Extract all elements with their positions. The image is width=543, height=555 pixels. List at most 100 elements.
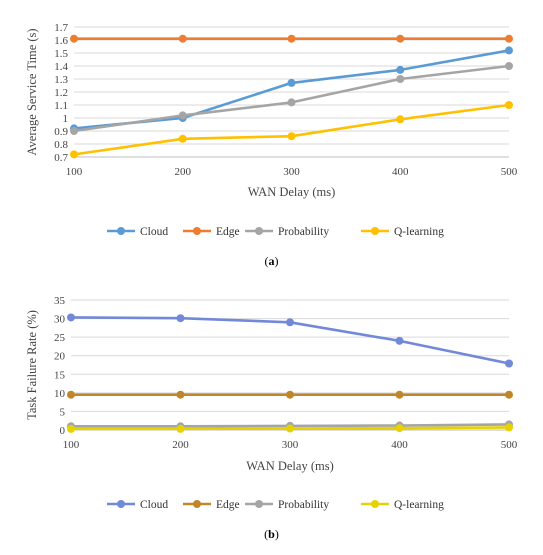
legend-marker <box>117 227 125 235</box>
data-point-q-learning <box>286 424 294 433</box>
x-tick-label: 500 <box>501 439 518 451</box>
x-axis-title: WAN Delay (ms) <box>248 185 335 199</box>
legend-marker <box>255 227 263 235</box>
chart-b: 0 5 10 15 20 25 30 35 100 200 300 400 500 WAN Delay (… <box>25 295 518 541</box>
data-point-cloud <box>396 65 405 74</box>
x-tick-label: 200 <box>175 166 192 178</box>
y-tick-label: 35 <box>54 295 66 307</box>
x-axis-title: WAN Delay (ms) <box>246 459 333 473</box>
data-point-q-learning <box>287 132 296 141</box>
data-point-q-learning <box>178 134 187 143</box>
data-point-q-learning <box>395 424 404 433</box>
caption-close: ) <box>275 254 279 268</box>
legend-marker <box>117 500 125 508</box>
y-tick-label: 1.3 <box>54 74 68 86</box>
data-point-cloud <box>287 78 296 87</box>
legend-marker <box>193 227 201 235</box>
x-tick-label: 400 <box>391 439 408 451</box>
data-point-probability <box>287 98 296 107</box>
series-line-cloud <box>73 49 510 130</box>
data-point-edge <box>505 390 513 399</box>
y-tick-label: 1.7 <box>54 22 68 34</box>
legend-item-probability: Probability <box>245 226 329 238</box>
x-tick-label: 100 <box>66 166 83 178</box>
y-tick-label: 30 <box>54 314 66 326</box>
y-tick-label: 15 <box>54 369 66 381</box>
y-axis-title: Task Failure Rate (%) <box>25 310 39 420</box>
data-point-q-learning <box>396 115 405 124</box>
caption-letter: a <box>269 254 275 268</box>
figure-caption: (a) <box>265 254 279 268</box>
y-tick-label: 10 <box>54 388 66 400</box>
legend-label: Cloud <box>140 499 168 511</box>
y-tick-label: 5 <box>60 406 66 418</box>
data-point-q-learning <box>176 424 185 433</box>
x-tick-label: 100 <box>63 439 80 451</box>
y-tick-label: 0.7 <box>54 152 68 164</box>
chart-a: 0.70.80.911.11.21.31.41.51.61.7 100 200 300… <box>25 22 518 268</box>
y-tick-label: 1.6 <box>54 35 68 47</box>
y-tick-label: 1.2 <box>54 87 68 99</box>
legend-item-q-learning: Q-learning <box>361 226 444 238</box>
data-point-cloud <box>505 359 513 368</box>
data-point-edge <box>505 34 513 43</box>
legend-item-edge: Edge <box>183 226 240 238</box>
y-tick-label: 0.8 <box>54 139 68 151</box>
y-tick-label: 1.1 <box>54 100 68 112</box>
data-point-probability <box>396 75 405 83</box>
x-tick-label: 300 <box>282 439 299 451</box>
legend-marker <box>255 500 263 508</box>
legend-item-q-learning: Q-learning <box>361 499 444 511</box>
legend-label: Probability <box>278 499 329 511</box>
data-point-probability <box>178 111 187 120</box>
legend-label: Q-learning <box>394 226 444 238</box>
y-tick-label: 0.9 <box>54 126 68 138</box>
data-point-cloud <box>505 46 513 55</box>
data-point-cloud <box>395 336 404 345</box>
x-tick-label: 200 <box>172 439 189 451</box>
data-point-edge <box>178 34 187 43</box>
data-point-edge <box>286 390 294 399</box>
x-tick-label: 400 <box>392 166 409 178</box>
figure-caption: (b) <box>264 527 279 541</box>
y-tick-label: 20 <box>54 351 66 363</box>
legend-marker <box>193 500 201 508</box>
data-point-q-learning <box>70 150 78 159</box>
data-point-cloud <box>67 313 75 322</box>
caption-open: ( <box>265 254 269 268</box>
data-point-edge <box>287 34 296 43</box>
legend-item-cloud: Cloud <box>107 226 168 238</box>
legend-label: Edge <box>216 499 240 511</box>
data-point-q-learning <box>67 424 75 433</box>
data-point-edge <box>396 34 405 43</box>
caption-open: ( <box>264 527 268 541</box>
caption-close: ) <box>275 527 279 541</box>
legend-marker <box>371 500 379 508</box>
data-point-q-learning <box>505 101 513 109</box>
legend-item-edge: Edge <box>183 499 240 511</box>
data-point-edge <box>70 34 78 43</box>
legend-label: Cloud <box>140 226 168 238</box>
data-point-q-learning <box>505 423 513 432</box>
y-tick-label: 25 <box>54 332 66 344</box>
data-point-probability <box>70 127 78 135</box>
legend-label: Probability <box>278 226 329 238</box>
data-point-edge <box>67 390 75 399</box>
legend-label: Edge <box>216 226 240 238</box>
data-point-edge <box>176 390 185 399</box>
y-tick-label: 1.4 <box>54 61 68 73</box>
data-point-edge <box>395 390 404 399</box>
legend-label: Q-learning <box>394 499 444 511</box>
x-tick-label: 300 <box>283 166 300 178</box>
y-tick-label: 1.5 <box>54 48 68 60</box>
data-point-cloud <box>176 314 185 323</box>
legend-item-probability: Probability <box>245 499 329 511</box>
legend-item-cloud: Cloud <box>107 499 168 511</box>
y-tick-label: 0 <box>60 425 66 437</box>
series-line-q-learning <box>73 103 510 156</box>
caption-letter: b <box>268 527 275 541</box>
y-tick-label: 1 <box>63 113 69 125</box>
data-point-cloud <box>286 318 294 327</box>
legend-marker <box>371 227 379 235</box>
